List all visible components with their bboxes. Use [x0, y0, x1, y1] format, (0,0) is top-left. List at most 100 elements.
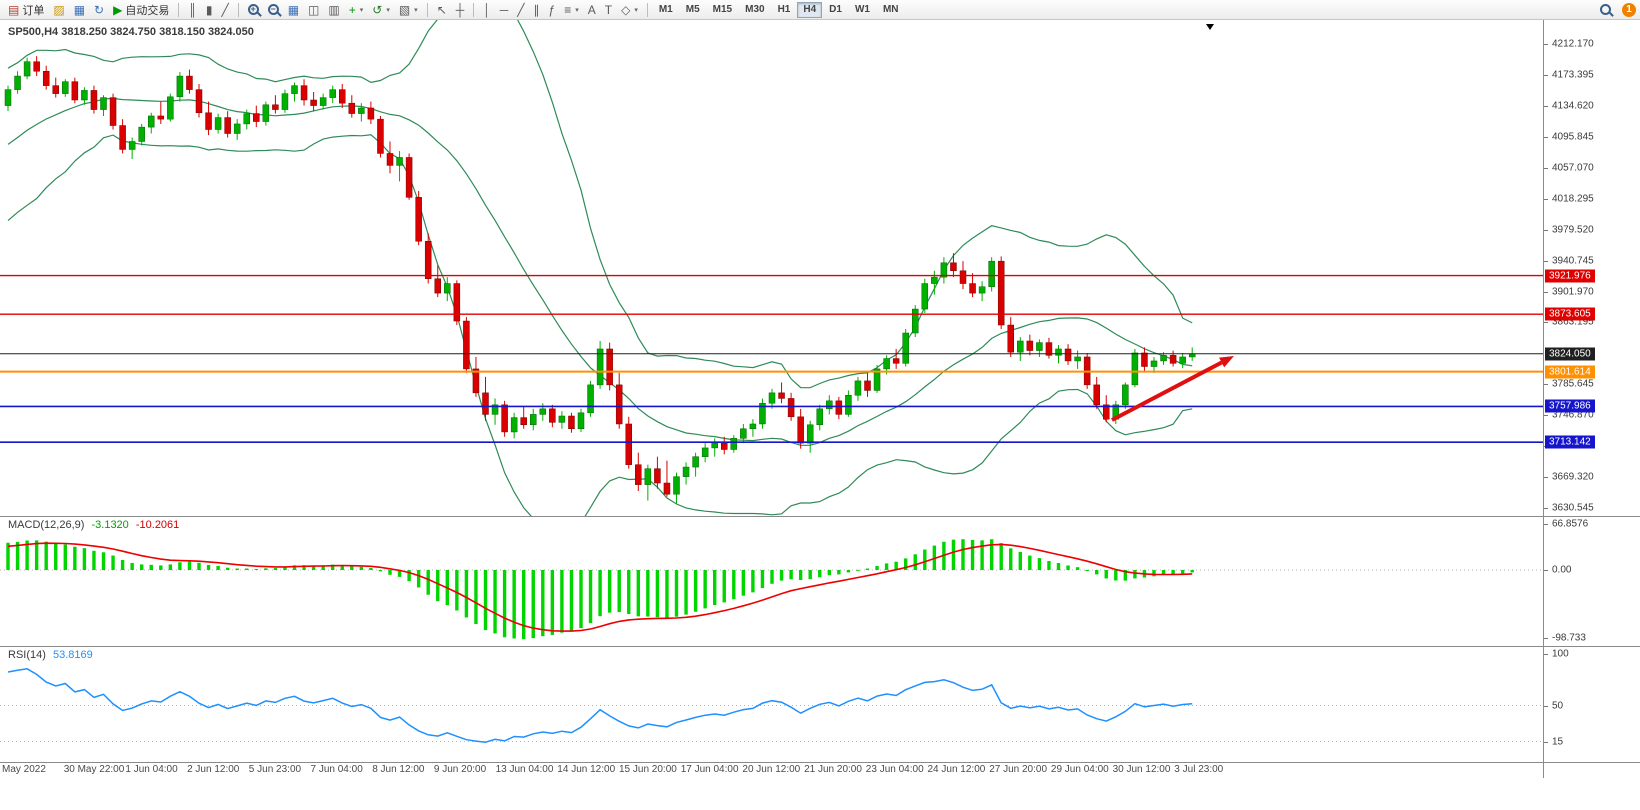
cursor-icon[interactable]: ↖: [433, 1, 451, 19]
timeframe-m5-button[interactable]: M5: [680, 2, 706, 18]
candle: [444, 283, 451, 294]
candle: [644, 468, 652, 485]
candle: [1055, 348, 1062, 356]
bollinger-middle: [7, 97, 1193, 446]
text-icon[interactable]: A: [584, 1, 600, 19]
macd-bar: [884, 563, 889, 570]
scale-tickmark: [1544, 105, 1548, 107]
price-tick: 3630.545: [1552, 502, 1594, 514]
periods-icon[interactable]: ↺ ▾: [368, 1, 394, 19]
trend-arrow[interactable]: [1111, 360, 1223, 422]
macd-bar: [598, 570, 602, 617]
zoom-in-button[interactable]: +: [244, 1, 263, 19]
candle: [797, 416, 804, 444]
line-chart-icon: ╱: [221, 2, 229, 17]
refresh-icon[interactable]: ↻: [90, 1, 108, 19]
macd-bar: [254, 569, 258, 571]
candle: [826, 400, 833, 410]
templates-icon[interactable]: ▧ ▾: [395, 1, 422, 19]
candle: [195, 89, 203, 114]
trendline-icon[interactable]: ╱: [513, 1, 528, 19]
price-tick: 3901.970: [1552, 286, 1594, 298]
scale-tickmark: [1544, 322, 1548, 324]
toolbar-separator: [237, 2, 239, 17]
macd-bar: [970, 539, 975, 570]
macd-bar: [464, 570, 469, 618]
arrange-windows-icon[interactable]: ▥: [324, 1, 343, 19]
channel-icon[interactable]: ∥: [530, 1, 544, 19]
candle: [1036, 342, 1043, 351]
candle: [224, 117, 231, 134]
candle: [682, 466, 690, 477]
notification-badge[interactable]: 1: [1622, 2, 1636, 17]
time-label: 24 Jun 12:00: [927, 764, 986, 775]
candle: [42, 71, 50, 86]
price-tick: 3669.320: [1552, 471, 1594, 483]
shapes-icon[interactable]: ≡ ▾: [560, 1, 583, 19]
price-scale[interactable]: 4212.170 4173.395 4134.620 4095.845 4057.070…: [1543, 20, 1640, 778]
crosshair-icon[interactable]: ┼: [452, 1, 469, 19]
candle: [291, 85, 298, 94]
candles-icon[interactable]: ▮: [202, 1, 217, 19]
timeframe-m1-button[interactable]: M1: [653, 2, 679, 18]
timeframe-mn-button[interactable]: MN: [877, 2, 905, 18]
timeframe-h1-button[interactable]: H1: [772, 2, 797, 18]
chart-shift-marker-icon[interactable]: [1206, 24, 1214, 30]
new-order-icon: ▤: [8, 2, 20, 17]
macd-bar: [187, 561, 192, 570]
candle: [539, 408, 547, 415]
chart-canvas[interactable]: [0, 20, 1543, 778]
candle: [864, 380, 871, 391]
candle: [835, 400, 843, 415]
new-order-button[interactable]: ▤ 订单: [4, 1, 48, 19]
autotrading-button[interactable]: ▶ 自动交易: [109, 1, 173, 19]
macd-bar: [1095, 570, 1099, 575]
arrows-icon[interactable]: ◇ ▾: [617, 1, 642, 19]
candle: [272, 104, 279, 110]
candle: [625, 423, 632, 465]
macd-bar: [665, 570, 669, 618]
new-chart-icon[interactable]: ▦: [70, 1, 89, 19]
time-label: 1 Jun 04:00: [125, 764, 178, 775]
timeframe-m30-button[interactable]: M30: [739, 2, 770, 18]
macd-bar: [1190, 570, 1194, 573]
candle: [1064, 348, 1072, 362]
timeframe-d1-button[interactable]: D1: [823, 2, 848, 18]
bars-icon[interactable]: ║: [184, 1, 201, 19]
panel-separator[interactable]: [0, 646, 1640, 647]
hline-icon[interactable]: ─: [496, 1, 513, 19]
price-badge: 3873.605: [1545, 307, 1595, 321]
candle: [988, 260, 995, 287]
search-icon: [1600, 4, 1611, 15]
indicators-icon[interactable]: + ▾: [345, 1, 368, 19]
time-axis[interactable]: May 2022 30 May 22:00 1 Jun 04:00 2 Jun 12:…: [0, 762, 1543, 778]
timeframe-m15-button[interactable]: M15: [707, 2, 738, 18]
candle: [701, 447, 709, 457]
price-tick: 4095.845: [1552, 131, 1594, 143]
macd-bar: [923, 549, 927, 570]
scale-tickmark: [1544, 384, 1548, 386]
candle: [845, 394, 852, 415]
timeframe-h4-button[interactable]: H4: [797, 1, 823, 18]
vline-icon[interactable]: │: [479, 1, 495, 19]
macd-bar: [245, 568, 249, 570]
search-button[interactable]: [1596, 1, 1615, 19]
scale-tickmark: [1544, 167, 1548, 169]
candle: [806, 424, 814, 444]
candle: [787, 398, 795, 418]
tile-windows-icon[interactable]: ▦: [284, 1, 303, 19]
fibonacci-icon[interactable]: ƒ: [545, 1, 560, 19]
candle: [281, 93, 289, 110]
rsi-line: [7, 668, 1193, 743]
cascade-windows-icon[interactable]: ◫: [304, 1, 323, 19]
line-chart-icon[interactable]: ╱: [217, 1, 232, 19]
time-label: 27 Jun 20:00: [989, 764, 1048, 775]
zoom-out-button[interactable]: −: [264, 1, 283, 19]
timeframe-w1-button[interactable]: W1: [849, 2, 876, 18]
macd-tick: -98.733: [1552, 632, 1586, 644]
chart-shift-icon[interactable]: ▨: [49, 1, 68, 19]
label-icon[interactable]: T: [601, 1, 616, 19]
panel-separator[interactable]: [0, 516, 1640, 517]
macd-bar: [302, 565, 306, 570]
macd-bar: [522, 570, 526, 640]
